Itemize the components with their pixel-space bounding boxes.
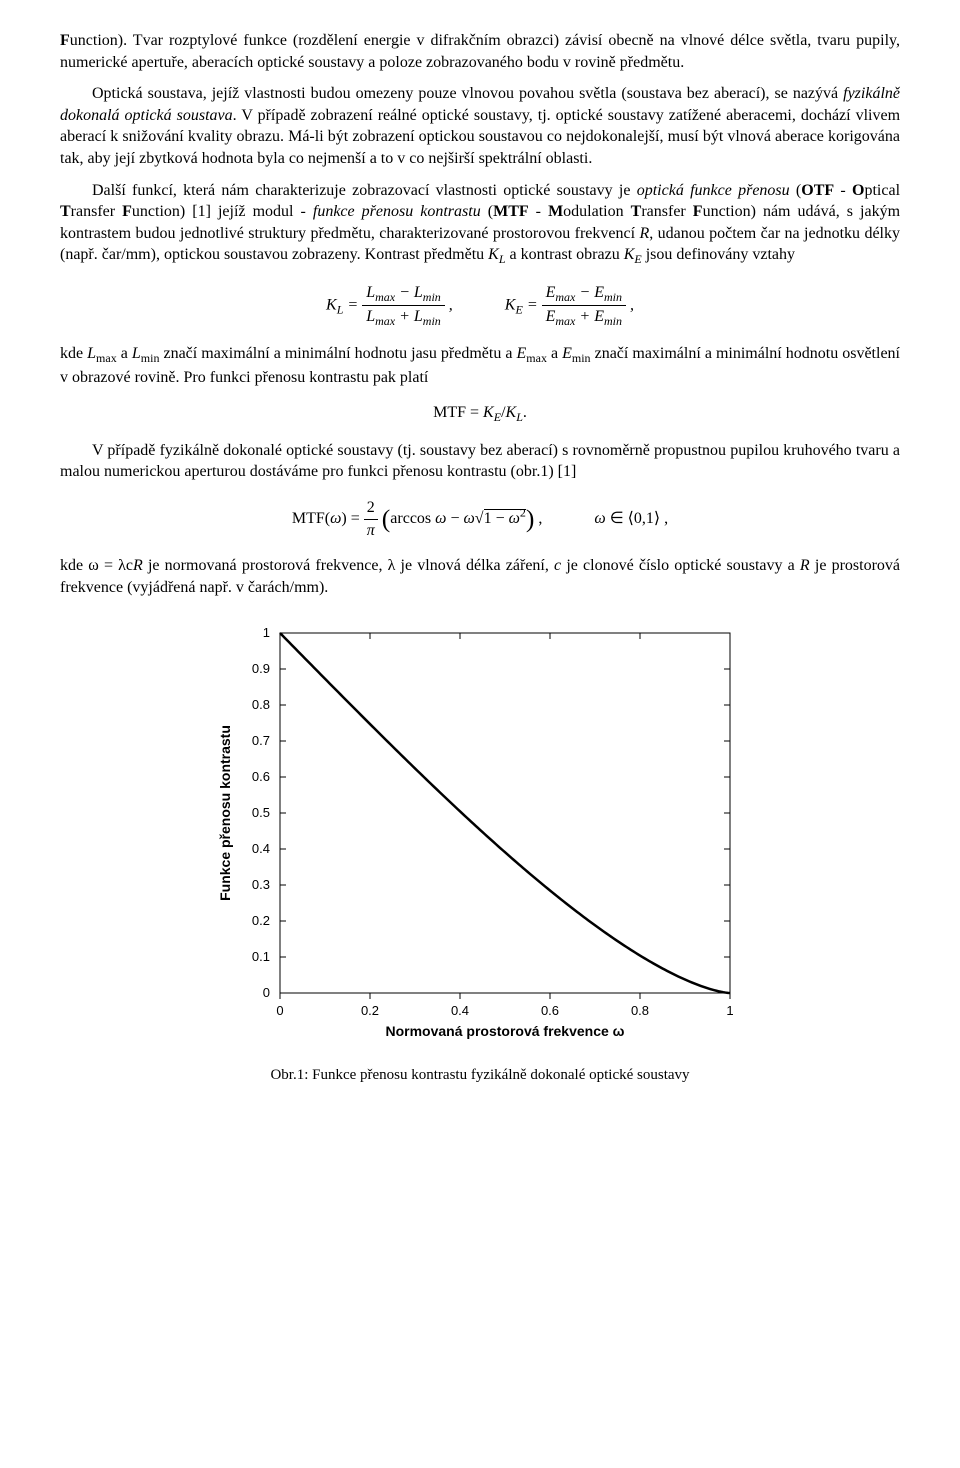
p4-lmax: L <box>87 345 96 362</box>
p3-kL: K <box>488 246 499 263</box>
p3-mtf: MTF <box>493 203 529 220</box>
svg-text:0.6: 0.6 <box>252 769 270 784</box>
p6-b: je normovaná prostorová frekvence, λ je … <box>143 557 554 574</box>
svg-text:0.8: 0.8 <box>631 1003 649 1018</box>
p3-b1d: F <box>122 203 132 220</box>
p1-lead: F <box>60 32 70 49</box>
paragraph-6: kde ω = λcR je normovaná prostorová frek… <box>60 555 900 598</box>
p3-e3: ransfer <box>641 203 692 220</box>
svg-text:0: 0 <box>263 985 270 1000</box>
svg-text:0.4: 0.4 <box>252 841 270 856</box>
p3-otf: OTF <box>801 182 834 199</box>
svg-text:0.6: 0.6 <box>541 1003 559 1018</box>
eq2-d: K <box>506 404 517 421</box>
eq2-bE: E <box>494 411 501 425</box>
p3-kE: K <box>624 246 635 263</box>
p3-i1: optická funkce přenosu <box>637 182 790 199</box>
svg-text:0.2: 0.2 <box>252 913 270 928</box>
figure-1: 0 0.2 0.4 0.6 0.8 1 0 0.1 0.2 0.3 0.4 0.5 0.6 0.7 0.8 0… <box>60 618 900 1055</box>
svg-text:0.2: 0.2 <box>361 1003 379 1018</box>
eq1-kl: KL = Lmax − Lmin Lmax + Lmin <box>326 282 445 330</box>
p6-R: R <box>133 557 143 574</box>
p3-c: - <box>834 182 852 199</box>
p5: V případě fyzikálně dokonalé optické sou… <box>60 442 900 481</box>
p3-i2: funkce přenosu kontrastu <box>313 203 481 220</box>
svg-text:0.8: 0.8 <box>252 697 270 712</box>
svg-text:0: 0 <box>276 1003 283 1018</box>
p3-e: - <box>529 203 548 220</box>
eq1-ke: KE = Emax − Emin Emax + Emin <box>505 282 626 330</box>
p3-e2: odulation <box>563 203 630 220</box>
svg-text:0.7: 0.7 <box>252 733 270 748</box>
p4-emax-sub: max <box>526 352 547 366</box>
p3-i3: R <box>639 225 649 242</box>
svg-text:Funkce přenosu kontrastu: Funkce přenosu kontrastu <box>217 725 233 901</box>
paragraph-5: V případě fyzikálně dokonalé optické sou… <box>60 440 900 483</box>
p3-b1c: T <box>60 203 71 220</box>
svg-text:1: 1 <box>263 625 270 640</box>
svg-text:Normovaná prostorová frekvence: Normovaná prostorová frekvence ω <box>385 1023 624 1039</box>
p3-h: jsou definovány vztahy <box>642 246 795 263</box>
paragraph-3: Další funkcí, která nám charakterizuje z… <box>60 180 900 268</box>
equation-3: MTF(ω) = 2 π (arccos ω − ω√1 − ω2) , ω ∈… <box>60 497 900 541</box>
p3-kL-sub: L <box>499 253 506 267</box>
eq2-dL: L <box>516 411 523 425</box>
p3-b2c: T <box>631 203 642 220</box>
svg-text:1: 1 <box>726 1003 733 1018</box>
p3-c4: unction) [1] jejíž modul - <box>132 203 313 220</box>
p3-b2b: M <box>548 203 563 220</box>
p4-d: a <box>547 345 562 362</box>
svg-text:0.1: 0.1 <box>252 949 270 964</box>
p3-g: a kontrast obrazu <box>506 246 624 263</box>
paragraph-4: kde Lmax a Lmin značí maximální a minimá… <box>60 343 900 388</box>
p3-a: Další funkcí, která nám charakterizuje z… <box>92 182 637 199</box>
paragraph-1: Function). Tvar rozptylové funkce (rozdě… <box>60 30 900 73</box>
p4-c: značí maximální a minimální hodnotu jasu… <box>159 345 516 362</box>
p3-kE-sub: E <box>634 253 641 267</box>
paragraph-2: Optická soustava, jejíž vlastnosti budou… <box>60 83 900 169</box>
p4-emax: E <box>517 345 527 362</box>
p3-b: ( <box>790 182 802 199</box>
p4-emin-sub: min <box>572 352 591 366</box>
p4-emin: E <box>562 345 572 362</box>
eq3-right: ω ∈ ⟨0,1⟩ <box>594 510 660 527</box>
eq2-a: MTF = <box>433 404 483 421</box>
svg-text:0.9: 0.9 <box>252 661 270 676</box>
p3-c3: ransfer <box>71 203 122 220</box>
p4-lmin: L <box>132 345 141 362</box>
eq3-left: MTF(ω) = 2 π (arccos ω − ω√1 − ω2) <box>292 497 535 541</box>
p3-c2: ptical <box>864 182 900 199</box>
svg-text:0.5: 0.5 <box>252 805 270 820</box>
figure-1-caption: Obr.1: Funkce přenosu kontrastu fyzikáln… <box>60 1065 900 1085</box>
mtf-chart: 0 0.2 0.4 0.6 0.8 1 0 0.1 0.2 0.3 0.4 0.5 0.6 0.7 0.8 0… <box>210 618 750 1048</box>
eq2-b: K <box>483 404 494 421</box>
p2-a: Optická soustava, jejíž vlastnosti budou… <box>92 85 843 102</box>
equation-2: MTF = KE/KL. <box>60 402 900 425</box>
p6-a: kde ω = λc <box>60 557 133 574</box>
p3-b1b: O <box>852 182 864 199</box>
eq2-e: . <box>523 404 527 421</box>
p6-d: je clonové číslo optické soustavy a <box>561 557 800 574</box>
p4-lmin-sub: min <box>141 352 160 366</box>
p4-b: a <box>117 345 132 362</box>
svg-text:0.4: 0.4 <box>451 1003 469 1018</box>
p4-a: kde <box>60 345 87 362</box>
p6-R2: R <box>800 557 810 574</box>
equation-1: KL = Lmax − Lmin Lmax + Lmin , KE = Emax… <box>60 282 900 330</box>
p3-b2d: F <box>693 203 703 220</box>
p1-text: unction). Tvar rozptylové funkce (rozděl… <box>60 32 900 71</box>
p4-lmax-sub: max <box>96 352 117 366</box>
svg-text:0.3: 0.3 <box>252 877 270 892</box>
p3-d: ( <box>481 203 493 220</box>
